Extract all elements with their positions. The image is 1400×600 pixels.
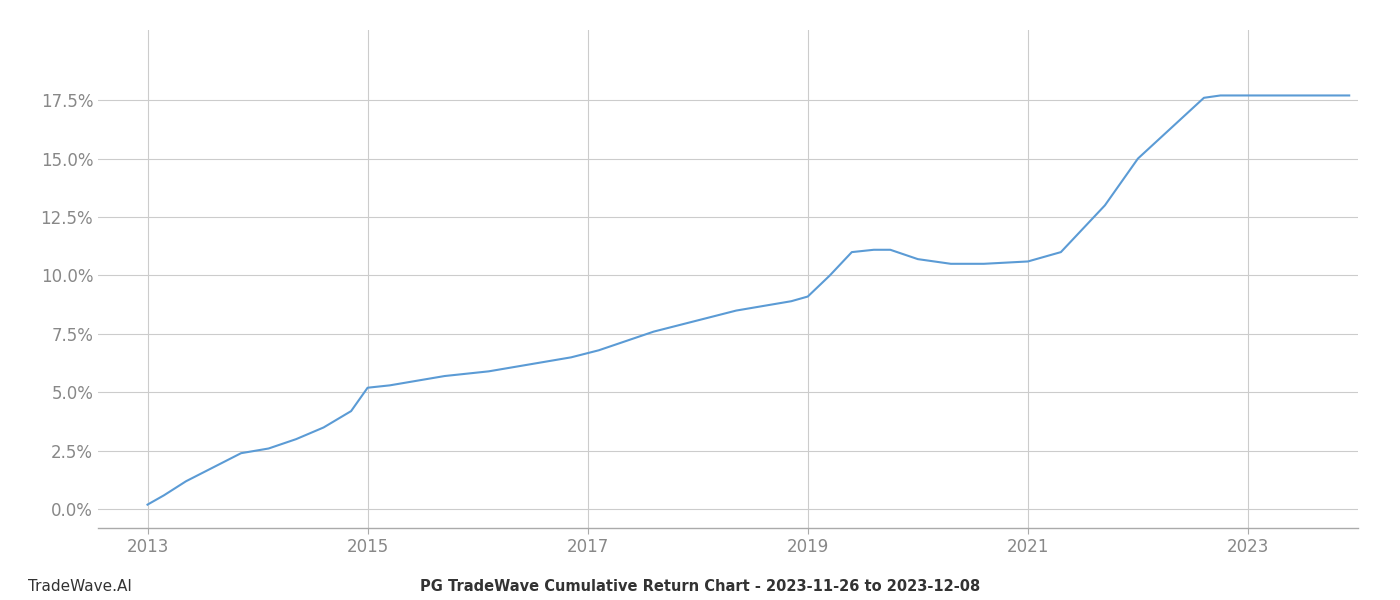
Text: TradeWave.AI: TradeWave.AI xyxy=(28,579,132,594)
Text: PG TradeWave Cumulative Return Chart - 2023-11-26 to 2023-12-08: PG TradeWave Cumulative Return Chart - 2… xyxy=(420,579,980,594)
